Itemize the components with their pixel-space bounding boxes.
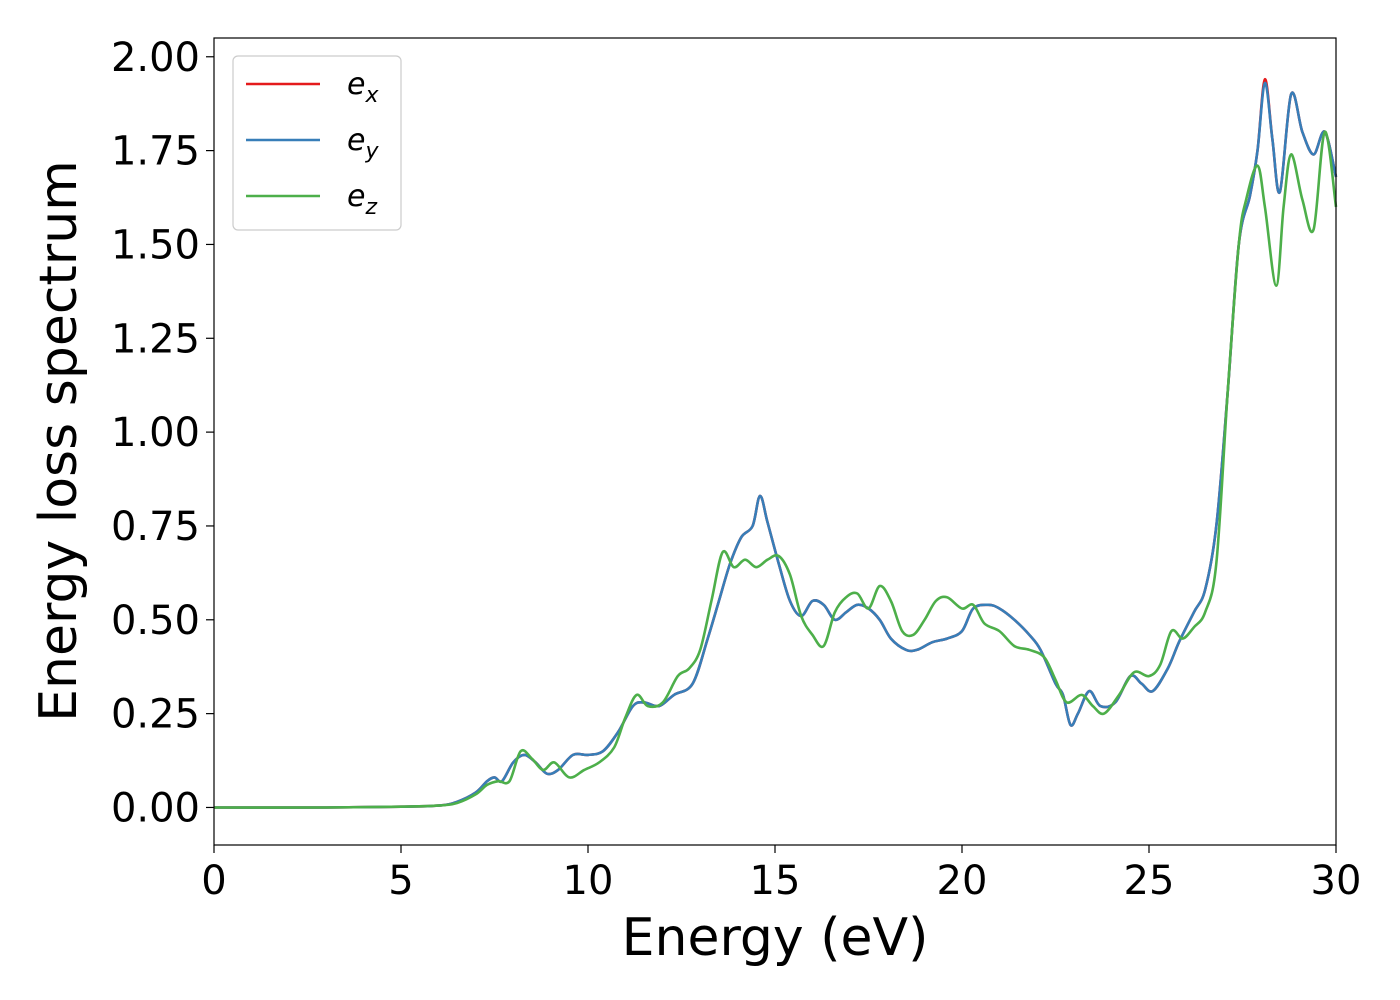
y-tick-label: 1.50	[111, 222, 200, 268]
series-layer	[213, 77, 1338, 809]
y-tick-label: 0.25	[111, 692, 200, 738]
series-line-y	[213, 81, 1338, 809]
x-tick-label: 10	[563, 858, 614, 904]
series-line-z	[213, 130, 1338, 809]
x-tick-label: 20	[937, 858, 988, 904]
legend-items: ex ey ez	[246, 67, 379, 220]
x-axis-ticks: 0 5 10 15 20 25 30	[201, 845, 1361, 904]
x-tick-label: 25	[1124, 858, 1175, 904]
legend-frame	[232, 55, 402, 231]
y-tick-label: 0.50	[111, 598, 200, 644]
y-tick-label: 0.00	[111, 785, 200, 831]
y-tick-label: 0.75	[111, 504, 200, 550]
x-tick-label: 0	[201, 858, 226, 904]
y-tick-label: 1.00	[111, 410, 200, 456]
y-tick-label: 2.00	[111, 35, 200, 81]
x-tick-label: 15	[750, 858, 801, 904]
legend-label-x: ex	[347, 67, 379, 108]
y-tick-label: 1.25	[111, 316, 200, 362]
x-tick-label: 5	[388, 858, 413, 904]
legend: ex ey ez	[232, 55, 402, 231]
legend-label-z: ez	[347, 179, 377, 220]
y-axis-ticks: 0.00 0.25 0.50 0.75 1.00 1.25 1.50 1.75 2.00	[111, 35, 214, 831]
legend-label-y: ey	[347, 123, 379, 164]
x-axis-label: Energy (eV)	[622, 908, 929, 968]
y-axis-label: Energy loss spectrum	[29, 160, 89, 722]
x-tick-label: 30	[1311, 858, 1362, 904]
y-tick-label: 1.75	[111, 129, 200, 175]
